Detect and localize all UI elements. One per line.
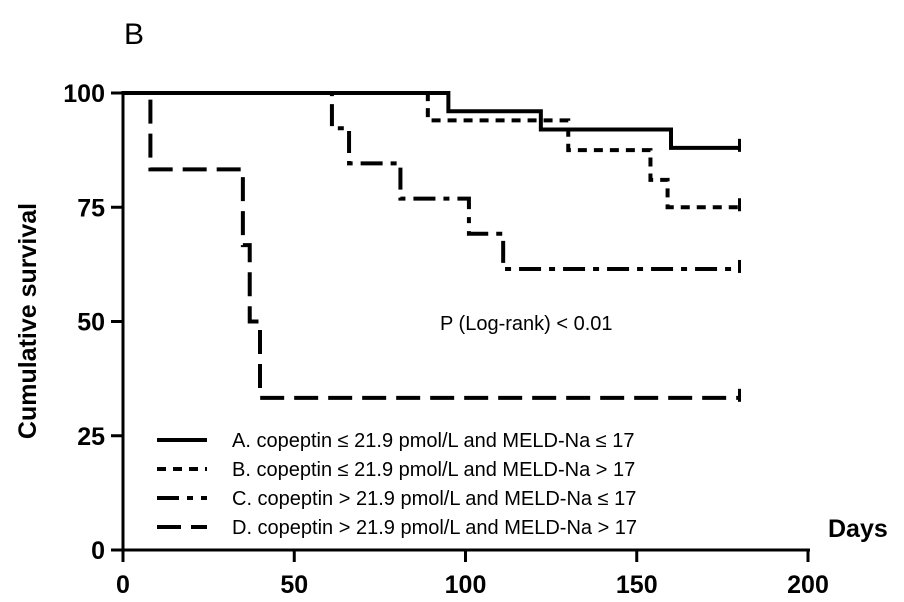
legend-label-b: B. copeptin ≤ 21.9 pmol/L and MELD-Na > … (232, 459, 635, 481)
x-tick-label: 150 (616, 571, 658, 599)
survival-curve-a (123, 91, 740, 150)
x-tick-label: 100 (445, 571, 487, 599)
y-axis-label: Cumulative survival (14, 203, 42, 439)
panel-label: B (124, 18, 144, 51)
survival-curve-b (123, 91, 740, 210)
series-lines (123, 91, 741, 402)
y-tick-label: 25 (77, 423, 105, 451)
axes (111, 91, 810, 562)
survival-curve-c (123, 91, 740, 271)
y-tick-label: 100 (63, 80, 105, 108)
x-axis-label: Days (828, 515, 888, 543)
y-tick-label: 50 (77, 309, 105, 337)
x-tick-label: 0 (116, 571, 130, 599)
tick-labels: 0 25 50 75 100 0 50 100 150 200 (63, 80, 829, 599)
legend: A. copeptin ≤ 21.9 pmol/L and MELD-Na ≤ … (157, 430, 637, 539)
legend-label-c: C. copeptin > 21.9 pmol/L and MELD-Na ≤ … (232, 488, 636, 510)
y-tick-label: 75 (77, 194, 105, 222)
legend-label-a: A. copeptin ≤ 21.9 pmol/L and MELD-Na ≤ … (232, 430, 635, 452)
logrank-annotation: P (Log-rank) < 0.01 (440, 313, 613, 335)
survival-curve-d (123, 91, 740, 400)
legend-label-d: D. copeptin > 21.9 pmol/L and MELD-Na > … (232, 517, 637, 539)
y-tick-label: 0 (91, 537, 105, 565)
x-tick-label: 50 (280, 571, 308, 599)
x-tick-label: 200 (787, 571, 829, 599)
